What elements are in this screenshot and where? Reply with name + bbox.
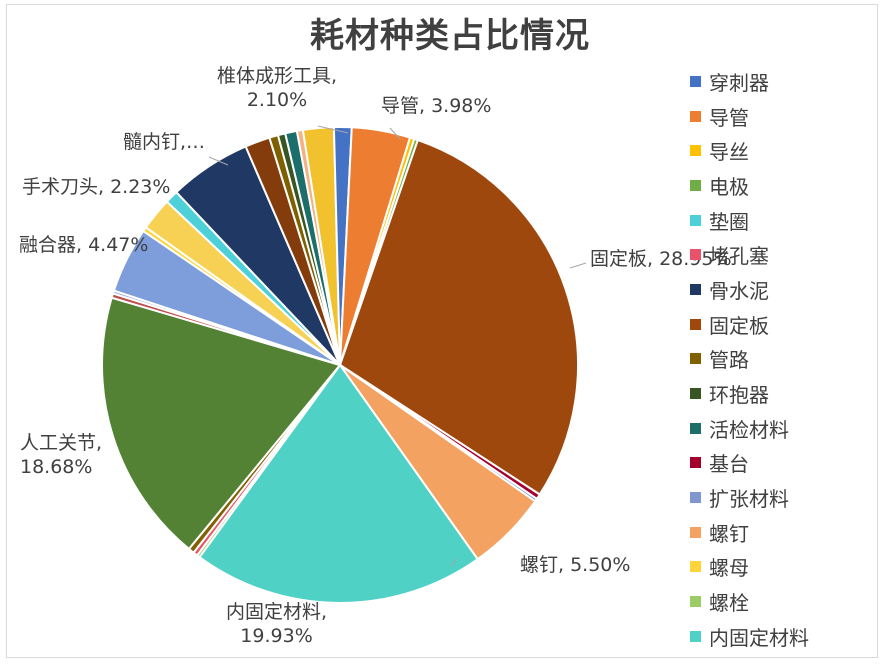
legend-swatch <box>690 492 701 504</box>
legend-label: 电极 <box>709 174 749 199</box>
legend-item-16: 内固定材料 <box>690 619 880 654</box>
legend-item-8: 管路 <box>690 342 880 377</box>
legend-item-0: 穿刺器 <box>690 64 880 99</box>
legend-item-13: 螺钉 <box>690 515 880 550</box>
data-label-l3: 髓内钉,… <box>123 131 206 153</box>
leader-line-1 <box>389 127 401 140</box>
data-label-l2: 导管, 3.98% <box>381 95 492 117</box>
data-label-l7: 人工关节, 18.68% <box>20 432 103 478</box>
legend-swatch <box>690 388 701 400</box>
legend-swatch <box>690 145 701 157</box>
legend-swatch <box>690 561 701 573</box>
legend-item-12: 扩张材料 <box>690 480 880 515</box>
legend-item-9: 环抱器 <box>690 376 880 411</box>
legend-label: 导管 <box>709 105 749 130</box>
data-label-l8: 螺钉, 5.50% <box>520 554 631 576</box>
legend-label: 导丝 <box>709 140 749 165</box>
legend: 穿刺器导管导丝电极垫圈堵孔塞骨水泥固定板管路环抱器活检材料基台扩张材料螺钉螺母螺… <box>690 64 880 654</box>
legend-item-4: 垫圈 <box>690 203 880 238</box>
chart-frame <box>6 4 878 658</box>
leader-line-0 <box>317 125 349 134</box>
legend-item-7: 固定板 <box>690 307 880 342</box>
pie-slice-25 <box>295 128 341 366</box>
legend-swatch <box>690 422 701 434</box>
legend-item-15: 螺栓 <box>690 584 880 619</box>
leader-line-4 <box>450 558 457 567</box>
legend-item-5: 堵孔塞 <box>690 237 880 272</box>
legend-label: 基台 <box>709 452 749 477</box>
legend-swatch <box>690 249 701 261</box>
leader-line-3 <box>569 262 587 269</box>
leader-line-2 <box>208 156 229 166</box>
data-label-l5: 融合器, 4.47% <box>19 234 149 256</box>
legend-swatch <box>690 526 701 538</box>
pie-slice-5 <box>338 138 579 496</box>
legend-item-2: 导丝 <box>690 133 880 168</box>
legend-label: 堵孔塞 <box>709 244 769 269</box>
legend-item-1: 导管 <box>690 99 880 134</box>
legend-item-11: 基台 <box>690 446 880 481</box>
legend-swatch <box>690 630 701 642</box>
chart-title: 耗材种类占比情况 <box>310 16 590 56</box>
legend-label: 固定板 <box>709 313 769 338</box>
pie-slice-13 <box>101 296 342 551</box>
legend-label: 螺钉 <box>709 521 749 546</box>
legend-label: 螺母 <box>709 556 749 581</box>
legend-swatch <box>690 110 701 122</box>
legend-label: 环抱器 <box>709 383 769 408</box>
data-label-l4: 手术刀头, 2.23% <box>22 176 171 198</box>
legend-swatch <box>690 353 701 365</box>
legend-swatch <box>690 179 701 191</box>
legend-label: 垫圈 <box>709 209 749 234</box>
legend-swatch <box>690 596 701 608</box>
legend-label: 螺栓 <box>709 591 749 616</box>
legend-swatch <box>690 214 701 226</box>
legend-label: 扩张材料 <box>709 487 789 512</box>
legend-item-10: 活检材料 <box>690 411 880 446</box>
legend-item-14: 螺母 <box>690 550 880 585</box>
legend-label: 活检材料 <box>709 417 789 442</box>
legend-item-6: 骨水泥 <box>690 272 880 307</box>
legend-label: 穿刺器 <box>709 70 769 95</box>
legend-label: 骨水泥 <box>709 278 769 303</box>
legend-swatch <box>690 457 701 469</box>
legend-swatch <box>690 318 701 330</box>
legend-swatch <box>690 75 701 87</box>
legend-label: 内固定材料 <box>709 625 809 650</box>
data-label-l9: 内固定材料, 19.93% <box>226 601 328 647</box>
legend-swatch <box>690 283 701 295</box>
data-label-l1: 椎体成形工具, 2.10% <box>217 65 338 111</box>
legend-label: 管路 <box>709 348 749 373</box>
pie-slice-9 <box>198 363 480 604</box>
legend-item-3: 电极 <box>690 168 880 203</box>
